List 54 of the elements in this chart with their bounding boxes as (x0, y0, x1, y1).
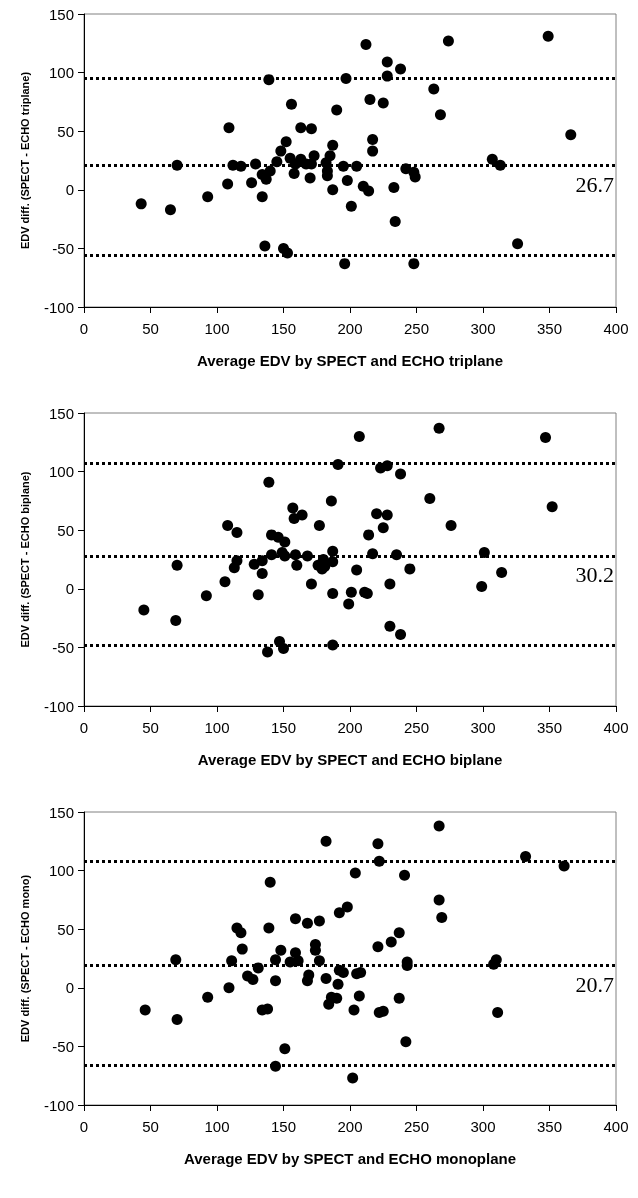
y-tick-label: 100 (48, 862, 74, 880)
x-tick-label: 400 (603, 320, 629, 337)
x-axis-title: Average EDV by SPECT and ECHO monoplane (183, 1150, 517, 1167)
y-tick-label: -100 (43, 1096, 74, 1114)
x-axis-title: Average EDV by SPECT and ECHO triplane (196, 352, 504, 369)
x-tick-label: 250 (403, 1118, 430, 1135)
x-tick-label: 400 (603, 719, 629, 736)
x-tick-label: 50 (142, 719, 159, 736)
x-tick-label: 100 (204, 1118, 230, 1135)
annotation: 30.2 (575, 562, 614, 588)
x-tick-label: 50 (142, 320, 159, 337)
x-tick-label: 150 (270, 1118, 297, 1135)
y-tick-label: 150 (48, 5, 74, 23)
y-axis-title: EDV diff. (SPECT - ECHO biplane) (18, 471, 31, 648)
y-tick-label: -50 (52, 239, 74, 257)
annotation: 26.7 (575, 171, 614, 197)
x-tick-label: 350 (536, 320, 563, 337)
x-tick-label: 0 (79, 320, 89, 337)
y-tick-label: 0 (65, 979, 74, 997)
x-tick-label: 50 (142, 1118, 159, 1135)
annotation: 20.7 (575, 972, 614, 998)
y-tick-label: 150 (48, 404, 74, 422)
x-tick-label: 400 (603, 1118, 629, 1135)
x-tick-label: 250 (403, 719, 430, 736)
x-tick-label: 300 (470, 719, 496, 736)
y-tick-label: 0 (65, 181, 74, 199)
x-tick-label: 350 (536, 1118, 563, 1135)
x-tick-label: 150 (270, 320, 297, 337)
y-tick-label: 50 (57, 122, 74, 140)
y-axis-title: EDV diff. (SPECT - ECHO triplane) (18, 71, 31, 250)
x-tick-label: 300 (470, 1118, 496, 1135)
x-tick-label: 300 (470, 320, 496, 337)
x-tick-label: 200 (337, 320, 363, 337)
y-tick-label: 150 (48, 803, 74, 821)
y-tick-label: -50 (52, 1037, 74, 1055)
y-tick-label: 50 (57, 521, 74, 539)
x-axis-title: Average EDV by SPECT and ECHO biplane (197, 751, 503, 768)
y-tick-label: 100 (48, 64, 74, 82)
x-tick-label: 250 (403, 320, 430, 337)
x-tick-label: 150 (270, 719, 297, 736)
x-tick-label: 100 (204, 719, 230, 736)
x-tick-label: 200 (337, 719, 363, 736)
x-tick-label: 350 (536, 719, 563, 736)
y-tick-label: 100 (48, 463, 74, 481)
x-tick-label: 0 (79, 719, 89, 736)
x-tick-label: 0 (79, 1118, 89, 1135)
y-tick-label: 0 (65, 580, 74, 598)
x-tick-label: 100 (204, 320, 230, 337)
y-axis-title: EDV diff. (SPECT - ECHO mono) (18, 874, 31, 1043)
y-tick-label: -100 (43, 697, 74, 715)
x-tick-label: 200 (337, 1118, 363, 1135)
y-tick-label: 50 (57, 920, 74, 938)
y-tick-label: -50 (52, 638, 74, 656)
y-tick-label: -100 (43, 298, 74, 316)
